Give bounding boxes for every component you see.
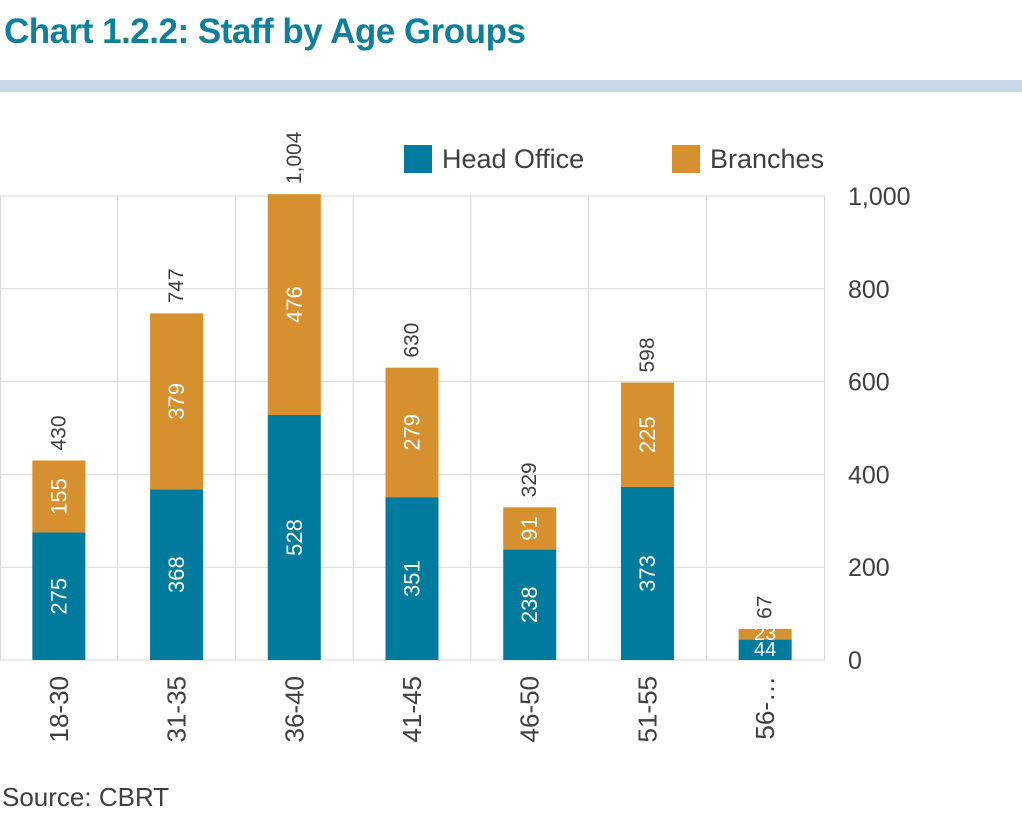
- bar-head-office: [385, 497, 439, 660]
- bar-branches: [503, 507, 557, 550]
- data-label-head-office: 275: [46, 578, 71, 615]
- x-tick-label: 56-…: [750, 676, 780, 740]
- legend-label-branches: Branches: [710, 144, 824, 174]
- x-tick-label: 41-45: [397, 676, 427, 743]
- x-tick-label: 18-30: [44, 676, 74, 743]
- data-label-branches: 155: [46, 478, 71, 515]
- x-tick-label: 51-55: [632, 676, 662, 743]
- bar-branches: [738, 628, 792, 640]
- x-tick-label: 31-35: [162, 676, 192, 743]
- y-tick-label: 800: [848, 276, 890, 304]
- data-label-branches: 379: [164, 383, 189, 420]
- y-tick-label: 600: [848, 369, 890, 397]
- data-label-total: 67: [754, 596, 777, 619]
- legend-swatch-branches: [672, 145, 700, 173]
- bar-branches: [620, 382, 674, 487]
- title-divider: [0, 80, 1022, 92]
- bar-head-office: [503, 549, 557, 660]
- bar-head-office: [32, 532, 86, 660]
- data-label-head-office: 44: [754, 639, 776, 661]
- bar-head-office: [150, 489, 204, 660]
- y-tick-label: 1,000: [848, 183, 911, 211]
- data-label-total: 1,004: [283, 131, 306, 184]
- data-label-head-office: 238: [517, 586, 542, 623]
- data-label-branches: 225: [635, 416, 660, 453]
- data-label-total: 598: [636, 337, 659, 372]
- data-label-total: 329: [518, 462, 541, 497]
- bar-head-office: [738, 639, 792, 660]
- bar-branches: [267, 194, 321, 416]
- bar-head-office: [620, 486, 674, 660]
- data-label-branches: 91: [517, 516, 542, 540]
- chart-title: Chart 1.2.2: Staff by Age Groups: [4, 12, 526, 51]
- bar-branches: [150, 313, 204, 490]
- y-tick-label: 200: [848, 554, 890, 582]
- bar-branches: [385, 367, 439, 498]
- data-label-total: 747: [165, 268, 188, 303]
- y-tick-label: 0: [848, 647, 862, 675]
- data-label-head-office: 528: [282, 519, 307, 556]
- data-label-branches: 476: [282, 286, 307, 323]
- data-label-head-office: 373: [635, 555, 660, 592]
- bar-branches: [32, 460, 86, 533]
- legend-swatch-head-office: [404, 145, 432, 173]
- bar-head-office: [267, 415, 321, 660]
- data-label-head-office: 351: [400, 560, 425, 597]
- legend-label-head-office: Head Office: [442, 144, 584, 174]
- data-label-branches: 279: [400, 414, 425, 451]
- x-tick-label: 46-50: [515, 676, 545, 743]
- source-note: Source: CBRT: [2, 782, 170, 812]
- data-label-total: 630: [401, 323, 424, 358]
- x-tick-label: 36-40: [279, 676, 309, 743]
- data-label-head-office: 368: [164, 556, 189, 593]
- data-label-total: 430: [47, 415, 70, 450]
- y-tick-label: 400: [848, 461, 890, 489]
- data-label-branches: 23: [754, 623, 776, 645]
